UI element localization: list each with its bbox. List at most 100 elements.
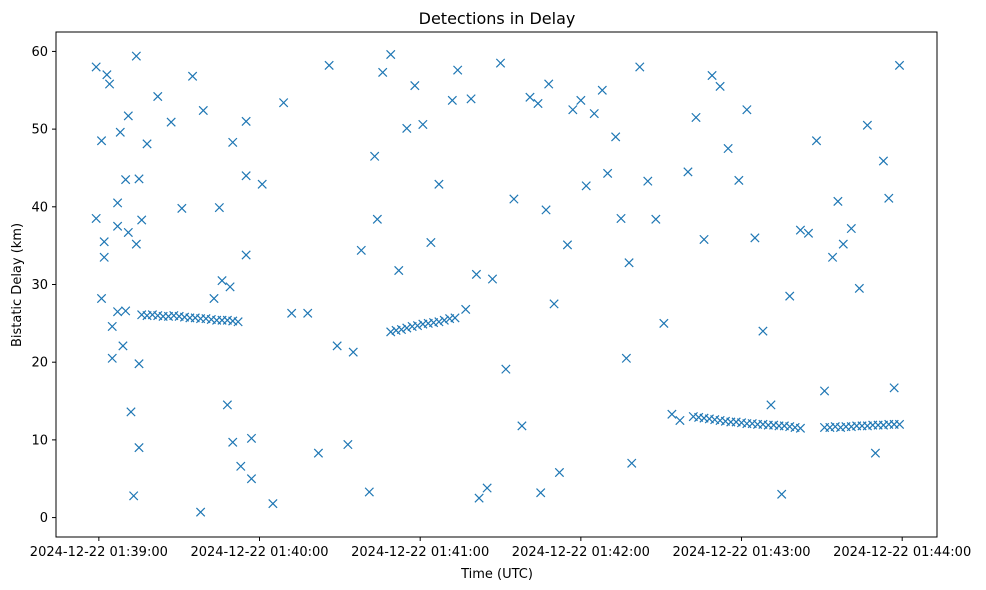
data-point (894, 419, 905, 429)
y-tick-label: 60 (31, 45, 48, 60)
data-point (214, 202, 224, 213)
data-point (862, 120, 873, 130)
data-point (324, 60, 334, 71)
data-point (487, 274, 498, 284)
data-point (107, 321, 117, 332)
chart-title: Detections in Delay (419, 9, 576, 28)
data-point (474, 493, 484, 503)
data-point (562, 240, 573, 250)
x-tick-label: 2024-12-22 01:44:00 (833, 545, 971, 560)
data-point (268, 498, 278, 509)
data-point (616, 213, 626, 224)
data-point (525, 92, 535, 102)
data-point (225, 282, 235, 292)
data-point (699, 234, 709, 245)
y-tick-label: 20 (31, 356, 48, 371)
data-point (120, 174, 131, 185)
data-point (819, 386, 830, 396)
y-tick-label: 40 (31, 200, 48, 215)
data-point (246, 474, 257, 484)
data-point (134, 174, 144, 184)
data-point (332, 341, 342, 351)
data-point (742, 105, 752, 115)
data-point (878, 156, 889, 166)
data-point (123, 111, 133, 121)
data-point (707, 70, 717, 81)
x-tick-label: 2024-12-22 01:43:00 (672, 545, 810, 560)
data-point (102, 70, 112, 80)
data-point (198, 105, 208, 116)
data-point (803, 228, 814, 238)
data-point (241, 250, 251, 260)
data-point (533, 98, 543, 109)
data-point (643, 176, 653, 186)
data-point (715, 81, 725, 92)
data-point (236, 461, 246, 471)
data-point (386, 49, 396, 60)
data-point (195, 507, 206, 517)
data-point (884, 193, 894, 203)
data-point (287, 308, 297, 318)
data-point (833, 196, 843, 206)
data-point (209, 293, 219, 304)
data-point (461, 304, 471, 314)
data-point (134, 443, 144, 453)
data-point (549, 299, 559, 309)
data-point (723, 143, 733, 154)
data-point (426, 237, 436, 248)
data-point (364, 487, 374, 497)
data-point (131, 51, 141, 61)
data-point (370, 151, 380, 161)
data-point (228, 437, 238, 447)
data-point (466, 94, 476, 104)
data-point (603, 168, 613, 179)
data-point (621, 353, 631, 363)
y-tick-label: 50 (31, 123, 48, 138)
data-point (222, 400, 233, 410)
data-point (581, 181, 591, 191)
data-point (635, 62, 645, 72)
data-point (777, 489, 787, 499)
data-point (410, 80, 420, 91)
y-tick-label: 0 (40, 511, 48, 526)
data-point (434, 317, 444, 327)
data-point (142, 139, 152, 149)
data-point (889, 383, 899, 393)
data-point (785, 291, 795, 301)
data-point (536, 488, 546, 498)
data-point (343, 439, 353, 450)
data-point (372, 214, 382, 224)
data-point (568, 105, 578, 115)
data-point (91, 62, 101, 72)
data-point (439, 315, 449, 325)
data-point (166, 117, 176, 127)
data-point (846, 223, 856, 234)
data-point (396, 324, 407, 335)
data-point (611, 132, 621, 142)
data-point (795, 423, 806, 433)
data-point (434, 179, 444, 189)
data-point (123, 227, 133, 238)
x-tick-label: 2024-12-22 01:42:00 (512, 545, 650, 560)
data-point (453, 65, 463, 75)
data-point (131, 239, 141, 249)
data-point (278, 98, 289, 108)
data-point (517, 421, 527, 431)
data-point (501, 364, 511, 374)
data-point (651, 214, 661, 224)
data-point (870, 448, 881, 458)
data-point (378, 67, 388, 78)
data-point (624, 258, 634, 268)
data-point (758, 326, 768, 336)
data-point (394, 265, 404, 276)
data-point (576, 95, 586, 105)
data-point (554, 467, 565, 478)
data-point (683, 167, 693, 177)
y-tick-label: 10 (31, 433, 48, 448)
data-point (96, 293, 107, 304)
data-point (112, 307, 123, 317)
data-point (153, 91, 163, 102)
x-axis-label: Time (UTC) (460, 567, 533, 582)
